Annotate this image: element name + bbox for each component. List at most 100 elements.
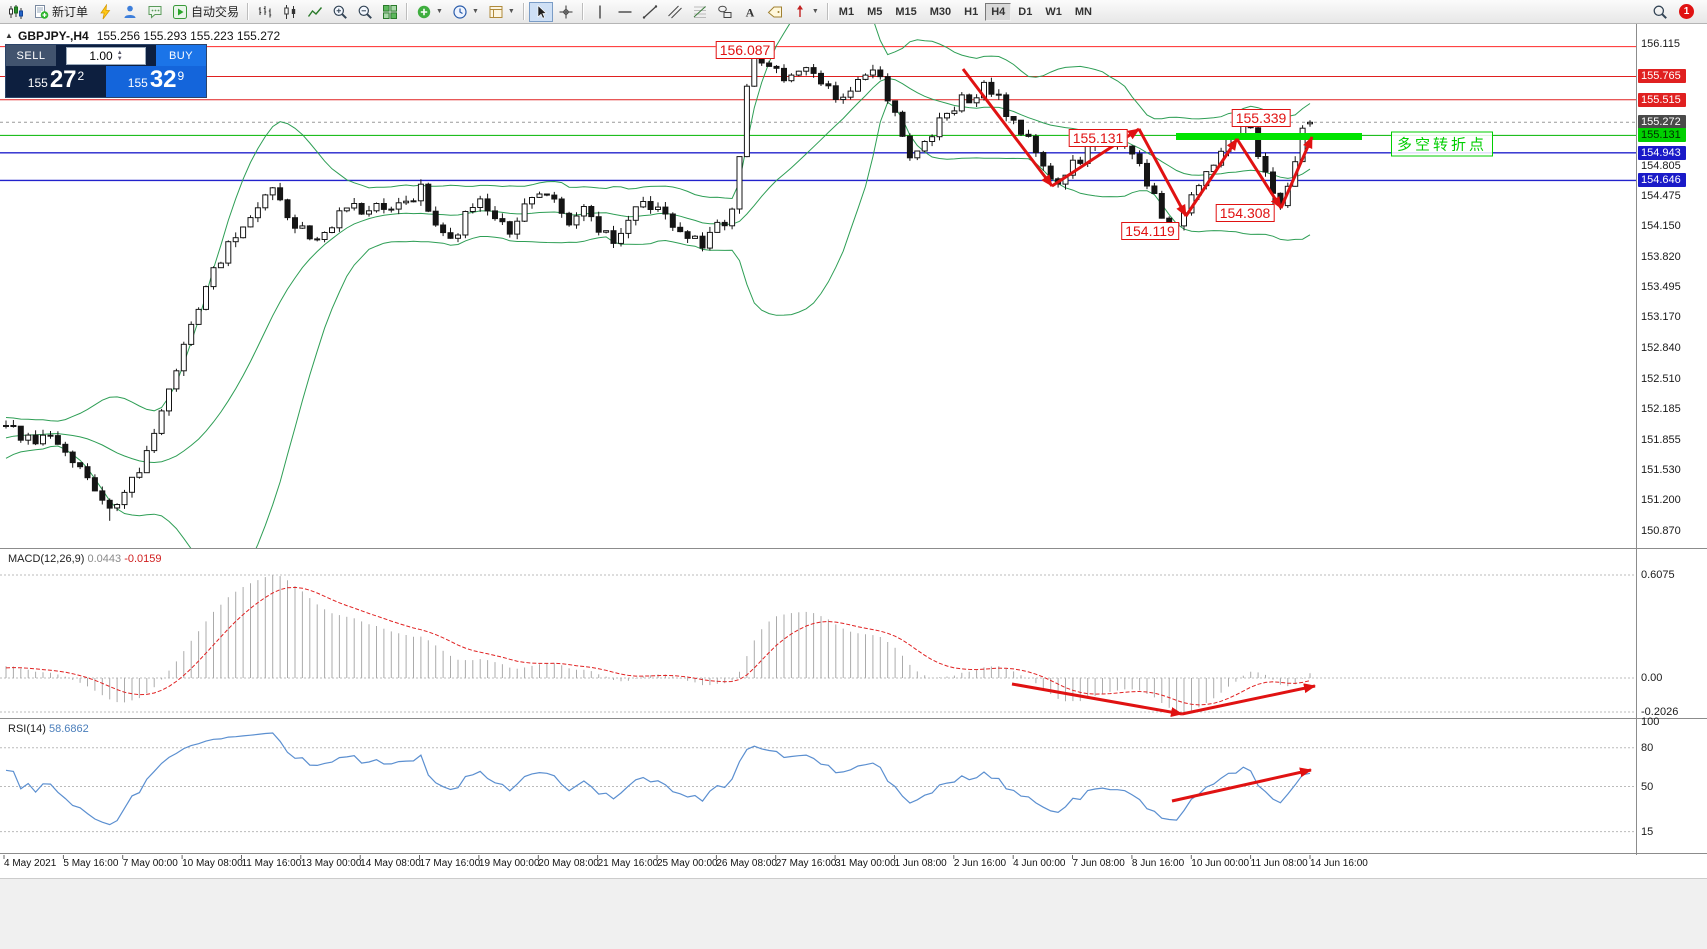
horizontal-line-button[interactable] bbox=[613, 2, 637, 22]
autotrade-button[interactable]: 自动交易 bbox=[168, 2, 243, 22]
timeframe-d1-button[interactable]: D1 bbox=[1012, 3, 1038, 21]
time-axis-label: 5 May 16:00 bbox=[63, 858, 119, 869]
price-axis-tag: 154.646 bbox=[1638, 173, 1686, 188]
tile-windows-icon bbox=[382, 4, 398, 20]
timeframe-w1-button[interactable]: W1 bbox=[1039, 3, 1068, 21]
zoom-in-icon bbox=[332, 4, 348, 20]
volume-input[interactable]: 1.00 ▲ ▼ bbox=[66, 46, 146, 65]
price-axis-label: 154.150 bbox=[1641, 220, 1681, 233]
zoom-out-button[interactable] bbox=[353, 2, 377, 22]
price-axis-label: 154.475 bbox=[1641, 190, 1681, 203]
bar-chart-icon bbox=[257, 4, 273, 20]
candle-chart-button[interactable] bbox=[278, 2, 302, 22]
time-axis-label: 19 May 00:00 bbox=[478, 858, 540, 869]
new-chart-icon bbox=[8, 4, 24, 20]
price-annotation-box[interactable]: 155.339 bbox=[1231, 109, 1291, 127]
price-annotation-box[interactable]: 156.087 bbox=[715, 41, 775, 59]
market-watch-button[interactable] bbox=[93, 2, 117, 22]
toolbar: 新订单 自动交易 ▼ ▼ ▼ A ▼ M1 M5 M15 M30 H1 H4 D1 W1 MN 1 bbox=[0, 0, 1707, 24]
macd-scale-label: -0.2026 bbox=[1641, 706, 1679, 718]
macd-signal-value: -0.0159 bbox=[124, 553, 162, 565]
bollinger-lower-band bbox=[5, 101, 1311, 548]
chat-button[interactable] bbox=[143, 2, 167, 22]
rsi-name: RSI(14) bbox=[8, 723, 46, 735]
arrows-button[interactable]: ▼ bbox=[788, 2, 823, 22]
buy-price-big: 32 bbox=[149, 66, 177, 93]
vertical-line-icon bbox=[592, 4, 608, 20]
buy-price[interactable]: 155 32 9 bbox=[106, 66, 206, 97]
zoom-in-button[interactable] bbox=[328, 2, 352, 22]
sell-price-main: 155 bbox=[27, 76, 48, 90]
timeframe-m5-button[interactable]: M5 bbox=[861, 3, 888, 21]
macd-signal-line bbox=[5, 586, 1311, 706]
timeframe-m1-button[interactable]: M1 bbox=[833, 3, 860, 21]
new-order-button[interactable]: 新订单 bbox=[29, 2, 92, 22]
crosshair-button[interactable] bbox=[554, 2, 578, 22]
vertical-line-button[interactable] bbox=[588, 2, 612, 22]
macd-scale-label: 0.6075 bbox=[1641, 569, 1675, 581]
tile-windows-button[interactable] bbox=[378, 2, 402, 22]
channel-button[interactable] bbox=[663, 2, 687, 22]
horizontal-level-lines[interactable] bbox=[0, 46, 1636, 182]
macd-label: MACD(12,26,9) 0.0443 -0.0159 bbox=[8, 553, 162, 565]
collapse-trade-panel-icon[interactable]: ▲ bbox=[5, 31, 13, 40]
bar-chart-button[interactable] bbox=[253, 2, 277, 22]
crosshair-icon bbox=[558, 4, 574, 20]
new-order-icon bbox=[33, 4, 49, 20]
template-button[interactable]: ▼ bbox=[484, 2, 519, 22]
volume-down-button[interactable]: ▼ bbox=[116, 55, 123, 62]
buy-price-main: 155 bbox=[127, 76, 148, 90]
rsi-trend-arrow[interactable] bbox=[1171, 767, 1312, 803]
time-axis-label: 25 May 00:00 bbox=[657, 858, 718, 869]
price-annotation-box[interactable]: 154.308 bbox=[1215, 204, 1275, 222]
template-icon bbox=[488, 4, 504, 20]
cursor-icon bbox=[533, 4, 549, 20]
cursor-button[interactable] bbox=[528, 1, 553, 22]
svg-text:A: A bbox=[746, 5, 755, 19]
time-axis-label: 11 Jun 08:00 bbox=[1250, 858, 1308, 869]
time-axis-label: 2 Jun 16:00 bbox=[953, 858, 1007, 869]
search-icon bbox=[1652, 4, 1668, 20]
sell-price[interactable]: 155 27 2 bbox=[6, 66, 106, 97]
time-axis-label: 20 May 08:00 bbox=[538, 858, 599, 869]
toolbar-separator bbox=[247, 3, 250, 20]
notifications-badge[interactable]: 1 bbox=[1679, 4, 1694, 19]
fibonacci-button[interactable] bbox=[688, 2, 712, 22]
time-axis-label: 10 May 08:00 bbox=[182, 858, 243, 869]
timeframe-m30-button[interactable]: M30 bbox=[924, 3, 957, 21]
turning-point-label[interactable]: 多空转折点 bbox=[1390, 131, 1494, 157]
sell-button[interactable]: SELL bbox=[6, 45, 56, 66]
indicators-icon bbox=[416, 4, 432, 20]
toolbar-separator bbox=[826, 3, 829, 20]
line-chart-button[interactable] bbox=[303, 2, 327, 22]
price-annotation-box[interactable]: 154.119 bbox=[1121, 222, 1179, 240]
support-zone-rectangle[interactable] bbox=[1176, 133, 1362, 140]
price-axis-tag: 155.131 bbox=[1638, 128, 1686, 143]
objects-button[interactable] bbox=[713, 2, 737, 22]
price-annotation-box[interactable]: 155.131 bbox=[1068, 129, 1128, 147]
indicators-button[interactable]: ▼ bbox=[412, 2, 447, 22]
label-button[interactable] bbox=[763, 2, 787, 22]
timeframe-m15-button[interactable]: M15 bbox=[889, 3, 922, 21]
search-button[interactable] bbox=[1648, 2, 1672, 22]
macd-trend-arrows[interactable] bbox=[1011, 682, 1316, 718]
timeframe-h4-button[interactable]: H4 bbox=[985, 2, 1012, 21]
period-button[interactable]: ▼ bbox=[448, 2, 483, 22]
community-button[interactable] bbox=[118, 2, 142, 22]
text-icon: A bbox=[742, 4, 758, 20]
new-chart-button[interactable] bbox=[4, 2, 28, 22]
time-axis-label: 27 May 16:00 bbox=[775, 858, 837, 869]
rsi-line bbox=[5, 732, 1311, 826]
macd-level-lines bbox=[0, 574, 1636, 713]
trendline-button[interactable] bbox=[638, 2, 662, 22]
rsi-label: RSI(14) 58.6862 bbox=[8, 723, 89, 735]
price-axis-tag: 155.765 bbox=[1638, 69, 1686, 84]
time-axis-label: 1 Jun 08:00 bbox=[894, 858, 947, 869]
buy-button[interactable]: BUY bbox=[156, 45, 206, 66]
timeframe-h1-button[interactable]: H1 bbox=[958, 3, 984, 21]
text-button[interactable]: A bbox=[738, 2, 762, 22]
price-axis-label: 153.170 bbox=[1641, 311, 1681, 324]
volume-up-button[interactable]: ▲ bbox=[116, 49, 123, 56]
timeframe-mn-button[interactable]: MN bbox=[1069, 3, 1098, 21]
